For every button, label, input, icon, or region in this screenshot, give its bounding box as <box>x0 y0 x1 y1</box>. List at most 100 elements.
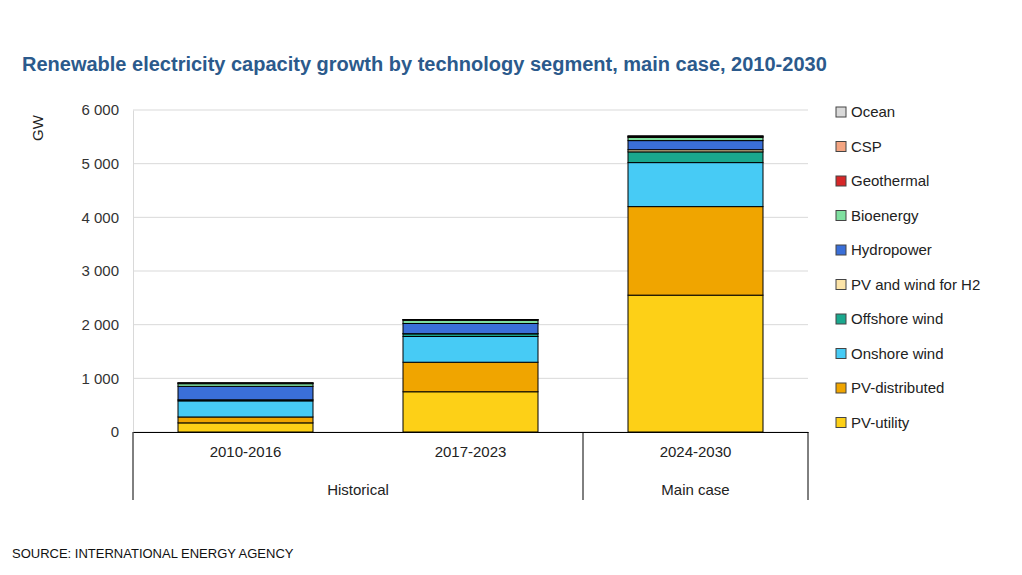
bar-segment <box>178 382 313 383</box>
y-tick: 0 <box>111 423 133 440</box>
series <box>178 136 763 383</box>
bar-segment <box>628 152 763 163</box>
group-separator <box>583 432 584 500</box>
chart: Renewable electricity capacity growth by… <box>0 0 1022 575</box>
bar-segment <box>403 319 538 320</box>
series <box>178 163 763 417</box>
series <box>178 136 763 383</box>
bar-segment <box>403 319 538 320</box>
bar-segment <box>628 295 763 432</box>
legend: Ocean CSP Geothermal Bioenergy Hydropower PV … <box>836 103 980 431</box>
legend-swatch <box>836 383 846 393</box>
group-label: Historical <box>327 481 389 498</box>
x-tick: 2024-2030 <box>660 432 732 460</box>
legend-swatch <box>836 314 846 324</box>
bar-segment <box>403 362 538 392</box>
bar-segment <box>178 383 313 385</box>
x-tick-label: 2024-2030 <box>660 443 732 460</box>
legend-swatch <box>836 211 846 221</box>
series <box>178 152 763 401</box>
x-tick: 2010-2016 <box>210 432 282 460</box>
legend-item: Offshore wind <box>836 310 943 327</box>
grid-line <box>133 110 808 111</box>
legend-swatch <box>836 176 846 186</box>
bar-segment <box>628 137 763 140</box>
series <box>178 137 763 384</box>
y-tick-label: 5 000 <box>81 155 119 172</box>
bar-segment <box>403 336 538 362</box>
legend-label: Geothermal <box>851 172 929 189</box>
grid <box>133 110 808 432</box>
bar-segment <box>628 136 763 138</box>
bar-segment <box>178 417 313 423</box>
title: Renewable electricity capacity growth by… <box>22 53 827 75</box>
y-axis-title: GW <box>29 114 46 141</box>
y-tick-label: 3 000 <box>81 262 119 279</box>
bar-segment <box>628 136 763 138</box>
legend-label: Onshore wind <box>851 345 944 362</box>
legend-label: PV and wind for H2 <box>851 276 980 293</box>
series <box>403 150 763 334</box>
legend-item: Onshore wind <box>836 345 944 362</box>
legend-swatch <box>836 245 846 255</box>
bar-segment <box>178 386 313 399</box>
source: SOURCE: INTERNATIONAL ENERGY AGENCY <box>12 546 294 561</box>
legend-item: CSP <box>836 138 882 155</box>
y-axis-line <box>133 111 134 433</box>
y-tick: 6 000 <box>81 101 133 118</box>
series <box>178 207 763 423</box>
bar-segment <box>628 207 763 296</box>
group-separator <box>808 432 809 500</box>
legend-label: Ocean <box>851 103 895 120</box>
legend-item: Geothermal <box>836 172 929 189</box>
group-label: Main case <box>661 481 729 498</box>
y-tick-label: 2 000 <box>81 316 119 333</box>
legend-swatch <box>836 280 846 290</box>
legend-item: PV-utility <box>836 414 910 431</box>
x-tick-label: 2010-2016 <box>210 443 282 460</box>
legend-item: PV and wind for H2 <box>836 276 980 293</box>
y-tick: 2 000 <box>81 316 133 333</box>
legend-swatch <box>836 418 846 428</box>
bar-segment <box>403 334 538 337</box>
legend-label: Bioenergy <box>851 207 919 224</box>
legend-swatch <box>836 107 846 117</box>
category-groups: Historical Main case <box>133 432 808 500</box>
bar-segment <box>403 320 538 323</box>
legend-label: PV-utility <box>851 414 910 431</box>
y-tick: 1 000 <box>81 370 133 387</box>
legend-swatch <box>836 349 846 359</box>
legend-label: Hydropower <box>851 241 932 258</box>
bar-segment <box>628 135 763 136</box>
y-tick-label: 6 000 <box>81 101 119 118</box>
bar-segment <box>178 384 313 387</box>
y-tick-label: 4 000 <box>81 209 119 226</box>
legend-label: Offshore wind <box>851 310 943 327</box>
bar-segment <box>403 323 538 333</box>
bars <box>178 136 763 432</box>
series <box>178 141 763 400</box>
bar-segment <box>178 423 313 432</box>
y-tick: 5 000 <box>81 155 133 172</box>
series <box>178 295 763 432</box>
x-tick-label: 2017-2023 <box>435 443 507 460</box>
bar-segment <box>403 392 538 432</box>
legend-item: PV-distributed <box>836 379 944 396</box>
bar-segment <box>178 382 313 383</box>
y-tick: 4 000 <box>81 209 133 226</box>
bar-segment <box>403 319 538 321</box>
legend-swatch <box>836 142 846 152</box>
x-axis: 2010-2016 2017-2023 2024-2030 <box>134 432 809 460</box>
x-axis-line <box>134 432 809 433</box>
legend-item: Hydropower <box>836 241 932 258</box>
y-tick: 3 000 <box>81 262 133 279</box>
bar-segment <box>628 163 763 207</box>
legend-item: Ocean <box>836 103 895 120</box>
legend-label: CSP <box>851 138 882 155</box>
y-axis: 0 1 000 2 000 3 000 4 000 5 000 6 000 <box>81 101 133 440</box>
series <box>178 137 763 386</box>
bar-segment <box>628 141 763 150</box>
y-tick-label: 0 <box>111 423 119 440</box>
legend-item: Bioenergy <box>836 207 919 224</box>
y-tick-label: 1 000 <box>81 370 119 387</box>
